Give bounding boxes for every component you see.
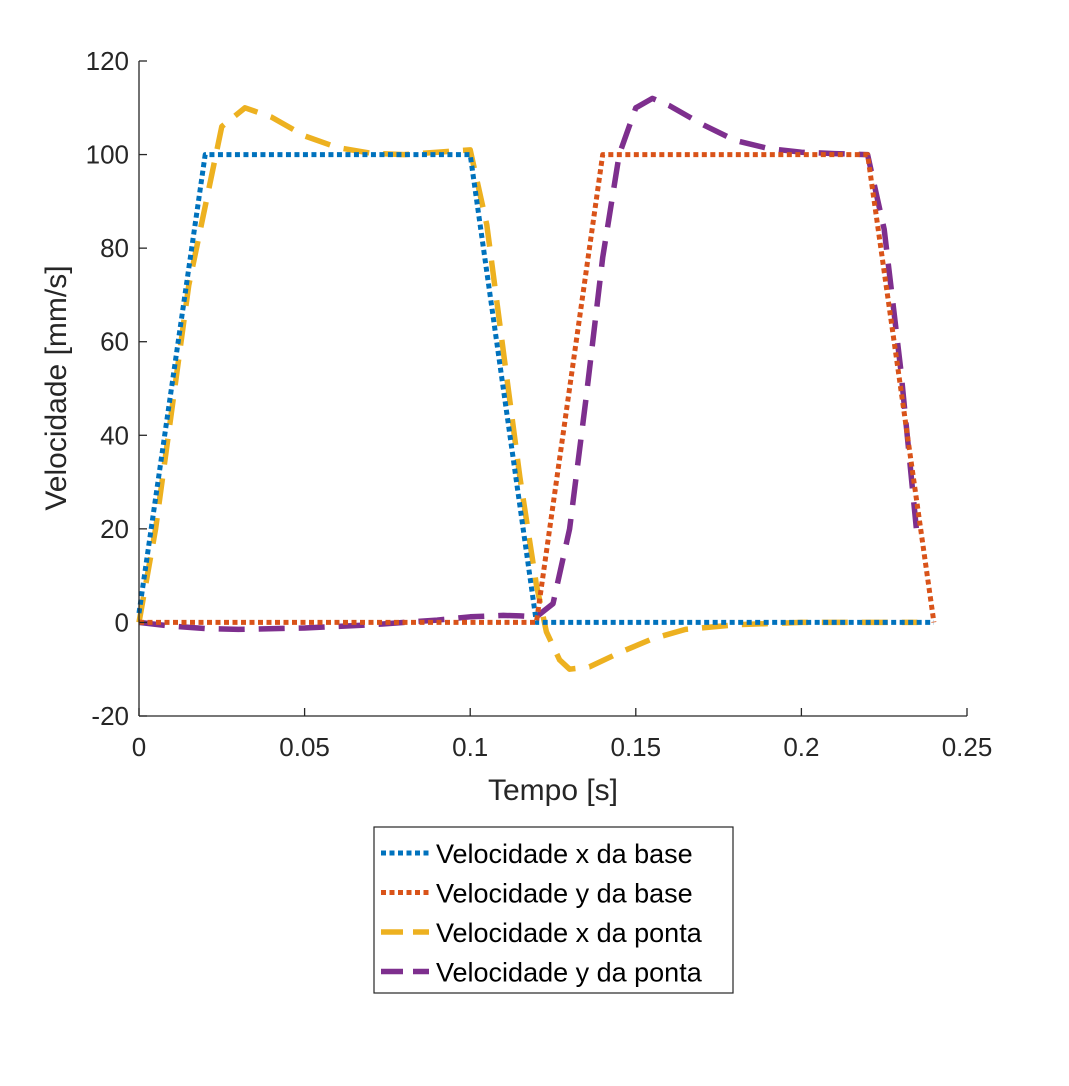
x-tick-label: 0 [132, 732, 146, 762]
y-tick-label: 80 [100, 233, 129, 263]
series-line-2 [139, 152, 937, 625]
y-tick-label: 120 [86, 46, 129, 76]
y-tick-label: 100 [86, 140, 129, 170]
x-tick-label: 0.05 [279, 732, 330, 762]
y-tick-label: 60 [100, 327, 129, 357]
x-axis-title: Tempo [s] [488, 774, 618, 807]
y-axis-title: Velocidade [mm/s] [40, 265, 73, 510]
x-tick-label: 0.25 [942, 732, 993, 762]
axes [138, 61, 967, 717]
legend-label-1: Velocidade x da base [436, 839, 693, 869]
legend: Velocidade x da base Velocidade y da base… [373, 826, 734, 994]
legend-items: Velocidade x da base Velocidade y da base… [381, 839, 703, 988]
series-line-3 [136, 105, 918, 672]
x-tick-label: 0.15 [610, 732, 661, 762]
y-tick-label: 20 [100, 514, 129, 544]
series-line-1 [136, 152, 934, 625]
legend-label-3: Velocidade x da ponta [436, 918, 703, 948]
x-tick-label: 0.2 [783, 732, 819, 762]
x-tick-label: 0.1 [452, 732, 488, 762]
series-line-4 [138, 95, 921, 633]
legend-box [373, 826, 734, 994]
y-tick-label: 40 [100, 420, 129, 450]
y-tick-label: -20 [91, 701, 129, 731]
series-layer [136, 95, 937, 672]
y-tick-label: 0 [115, 607, 129, 637]
legend-label-4: Velocidade y da ponta [436, 958, 703, 988]
legend-label-2: Velocidade y da base [436, 879, 693, 909]
